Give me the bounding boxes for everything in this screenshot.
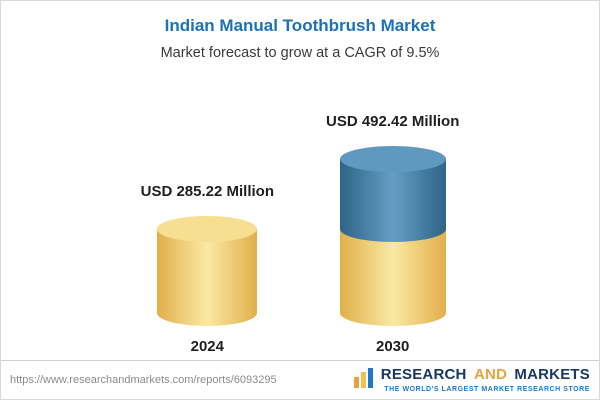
value-label-2024: USD 285.22 Million — [140, 183, 274, 200]
value-label-2030: USD 492.42 Million — [326, 113, 460, 130]
base-segment-gold — [339, 229, 446, 326]
logo-name: RESEARCH AND MARKETS — [381, 367, 590, 384]
bar-group-2024: USD 285.22 Million 2024 — [141, 183, 274, 355]
logo-name-research: RESEARCH — [380, 366, 467, 384]
report-url[interactable]: https://www.researchandmarkets.com/repor… — [10, 374, 277, 386]
page-title: Indian Manual Toothbrush Market — [164, 16, 436, 35]
category-label-2024: 2024 — [190, 338, 224, 355]
cylinder-top-ellipse — [157, 216, 258, 242]
cylinder-bar-2024 — [157, 216, 258, 326]
logo-text: RESEARCH AND MARKETS THE WORLD'S LARGEST… — [381, 367, 590, 393]
chart-subtitle: Market forecast to grow at a CAGR of 9.5… — [160, 45, 440, 61]
chart-header: Indian Manual Toothbrush Market Market f… — [1, 1, 599, 61]
logo-name-markets: MARKETS — [514, 366, 590, 384]
cylinder-bar-2030 — [339, 146, 446, 326]
category-label-2030: 2030 — [376, 338, 410, 355]
segment-seam-ellipse — [339, 216, 446, 242]
footer-bar: https://www.researchandmarkets.com/repor… — [1, 360, 599, 399]
growth-segment-blue — [339, 146, 446, 242]
company-logo: RESEARCH AND MARKETS THE WORLD'S LARGEST… — [353, 367, 590, 394]
logo-tagline: THE WORLD'S LARGEST MARKET RESEARCH STOR… — [384, 385, 590, 393]
logo-name-and: AND — [473, 366, 508, 384]
cylinder-top-ellipse — [339, 146, 446, 172]
cylinder-bar-chart: USD 285.22 Million 2024 USD 492.42 Milli… — [1, 113, 599, 355]
bar-group-2030: USD 492.42 Million 2030 — [326, 113, 459, 355]
cylinder-body-gold — [157, 229, 258, 326]
logo-icon — [353, 367, 375, 394]
